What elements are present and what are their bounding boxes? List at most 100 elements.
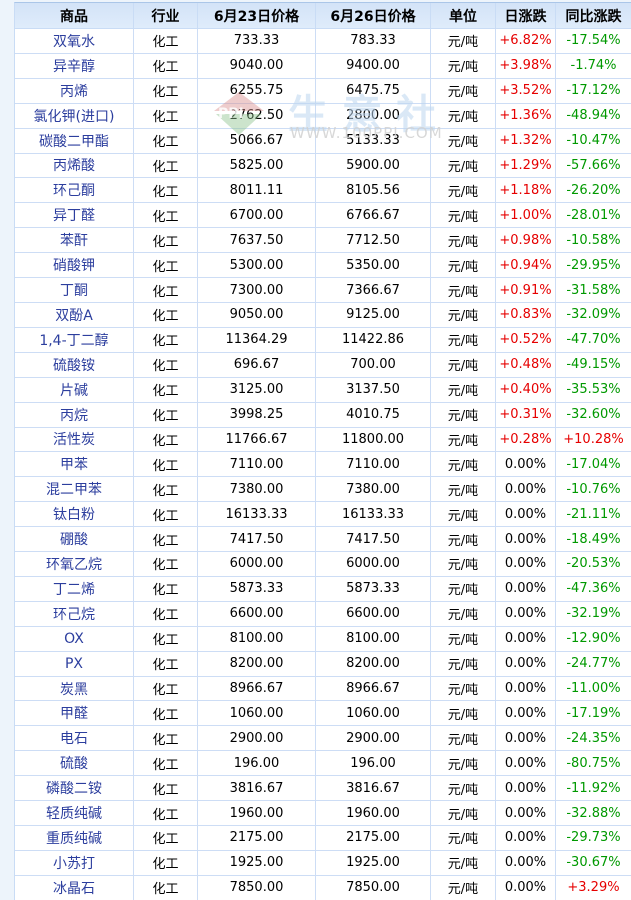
commodity-link[interactable]: 电石 [15,726,134,751]
commodity-link[interactable]: 重质纯碱 [15,826,134,850]
price-jun26-cell: 2900.00 [316,726,431,751]
price-jun26-cell: 1060.00 [316,701,431,726]
commodity-link[interactable]: 炭黑 [15,676,134,701]
commodity-link[interactable]: 钛白粉 [15,502,134,527]
industry-cell: 化工 [134,527,198,552]
industry-cell: 化工 [134,726,198,751]
unit-cell: 元/吨 [431,153,496,178]
daily-change-cell: 0.00% [496,751,556,776]
unit-cell: 元/吨 [431,253,496,278]
unit-cell: 元/吨 [431,228,496,253]
commodity-link[interactable]: 环己烷 [15,601,134,626]
unit-cell: 元/吨 [431,676,496,701]
daily-change-cell: +0.83% [496,302,556,327]
table-row: 丁酮 化工 7300.00 7366.67 元/吨 +0.91% -31.58% [15,278,631,303]
price-jun23-cell: 1925.00 [198,850,316,875]
industry-cell: 化工 [134,29,198,53]
table-row: OX 化工 8100.00 8100.00 元/吨 0.00% -12.90% [15,626,631,652]
yoy-change-cell: -32.88% [566,805,621,821]
commodity-link[interactable]: 硫酸 [15,751,134,776]
unit-cell: 元/吨 [431,850,496,875]
commodity-link[interactable]: 硫酸铵 [15,352,134,377]
commodity-link[interactable]: 异丁醛 [15,203,134,228]
industry-cell: 化工 [134,502,198,527]
commodity-link[interactable]: 轻质纯碱 [15,801,134,825]
daily-change-cell: +0.91% [496,278,556,302]
price-jun26-cell: 7712.50 [316,228,431,253]
industry-cell: 化工 [134,826,198,850]
daily-change-cell: 0.00% [496,776,556,801]
table-row: PX 化工 8200.00 8200.00 元/吨 0.00% -24.77% [15,651,631,677]
price-jun23-cell: 6000.00 [198,552,316,576]
price-jun26-cell: 3816.67 [316,776,431,801]
commodity-link[interactable]: 环氧乙烷 [15,552,134,576]
unit-cell: 元/吨 [431,726,496,751]
unit-cell: 元/吨 [431,302,496,327]
unit-cell: 元/吨 [431,78,496,103]
table-row: 活性炭 化工 11766.67 11800.00 元/吨 +0.28% +10.… [15,427,631,453]
price-jun23-cell: 6255.75 [198,78,316,103]
industry-cell: 化工 [134,651,198,676]
commodity-link[interactable]: 丁酮 [15,278,134,302]
commodity-link[interactable]: 硼酸 [15,527,134,552]
yoy-change-cell: -21.11% [566,506,621,522]
commodity-link[interactable]: PX [15,651,134,676]
yoy-change-cell: -26.20% [566,182,621,198]
commodity-link[interactable]: 硝酸钾 [15,253,134,278]
unit-cell: 元/吨 [431,576,496,601]
commodity-link[interactable]: 丙烯酸 [15,153,134,178]
table-body: 双氧水 化工 733.33 783.33 元/吨 +6.82% -17.54% … [15,29,631,900]
price-jun26-cell: 8100.00 [316,626,431,651]
commodity-link[interactable]: 片碱 [15,377,134,402]
commodity-link[interactable]: 甲苯 [15,452,134,477]
unit-cell: 元/吨 [431,776,496,801]
price-jun23-cell: 696.67 [198,352,316,377]
price-jun23-cell: 16133.33 [198,502,316,527]
commodity-link[interactable]: 磷酸二铵 [15,776,134,801]
commodity-link[interactable]: 活性炭 [15,427,134,452]
unit-cell: 元/吨 [431,352,496,377]
price-jun26-cell: 8966.67 [316,676,431,701]
unit-cell: 元/吨 [431,651,496,676]
price-jun26-cell: 6000.00 [316,552,431,576]
commodity-link[interactable]: 氯化钾(进口) [15,103,134,128]
unit-cell: 元/吨 [431,377,496,402]
commodity-link[interactable]: 丁二烯 [15,576,134,601]
commodity-link[interactable]: 双酚A [15,302,134,327]
industry-cell: 化工 [134,302,198,327]
commodity-link[interactable]: 双氧水 [15,29,134,53]
commodity-link[interactable]: OX [15,626,134,651]
table-row: 硫酸铵 化工 696.67 700.00 元/吨 +0.48% -49.15% [15,352,631,378]
table-row: 硼酸 化工 7417.50 7417.50 元/吨 0.00% -18.49% [15,527,631,553]
commodity-link[interactable]: 异辛醇 [15,53,134,78]
commodity-link[interactable]: 小苏打 [15,850,134,875]
daily-change-cell: +0.48% [496,352,556,377]
industry-cell: 化工 [134,452,198,477]
table-row: 氯化钾(进口) 化工 2762.50 2800.00 元/吨 +1.36% -4… [15,103,631,129]
commodity-link[interactable]: 冰晶石 [15,875,134,900]
daily-change-cell: 0.00% [496,477,556,502]
price-jun23-cell: 2762.50 [198,103,316,128]
daily-change-cell: +0.98% [496,228,556,253]
commodity-link[interactable]: 环己酮 [15,178,134,203]
unit-cell: 元/吨 [431,801,496,825]
price-jun23-cell: 196.00 [198,751,316,776]
commodity-link[interactable]: 甲醛 [15,701,134,726]
table-row: 苯酐 化工 7637.50 7712.50 元/吨 +0.98% -10.58% [15,228,631,254]
yoy-change-cell: -49.15% [566,357,621,373]
commodity-link[interactable]: 丙烷 [15,402,134,427]
price-jun23-cell: 8966.67 [198,676,316,701]
commodity-link[interactable]: 1,4-丁二醇 [15,327,134,352]
commodity-link[interactable]: 丙烯 [15,78,134,103]
commodity-link[interactable]: 混二甲苯 [15,477,134,502]
table-row: 混二甲苯 化工 7380.00 7380.00 元/吨 0.00% -10.76… [15,477,631,503]
unit-cell: 元/吨 [431,29,496,53]
price-jun23-cell: 3125.00 [198,377,316,402]
price-jun26-cell: 11422.86 [316,327,431,352]
commodity-link[interactable]: 碳酸二甲酯 [15,128,134,153]
commodity-link[interactable]: 苯酐 [15,228,134,253]
daily-change-cell: +0.28% [496,427,556,452]
price-jun26-cell: 8200.00 [316,651,431,676]
yoy-change-cell: -35.53% [566,382,621,398]
price-jun23-cell: 11364.29 [198,327,316,352]
